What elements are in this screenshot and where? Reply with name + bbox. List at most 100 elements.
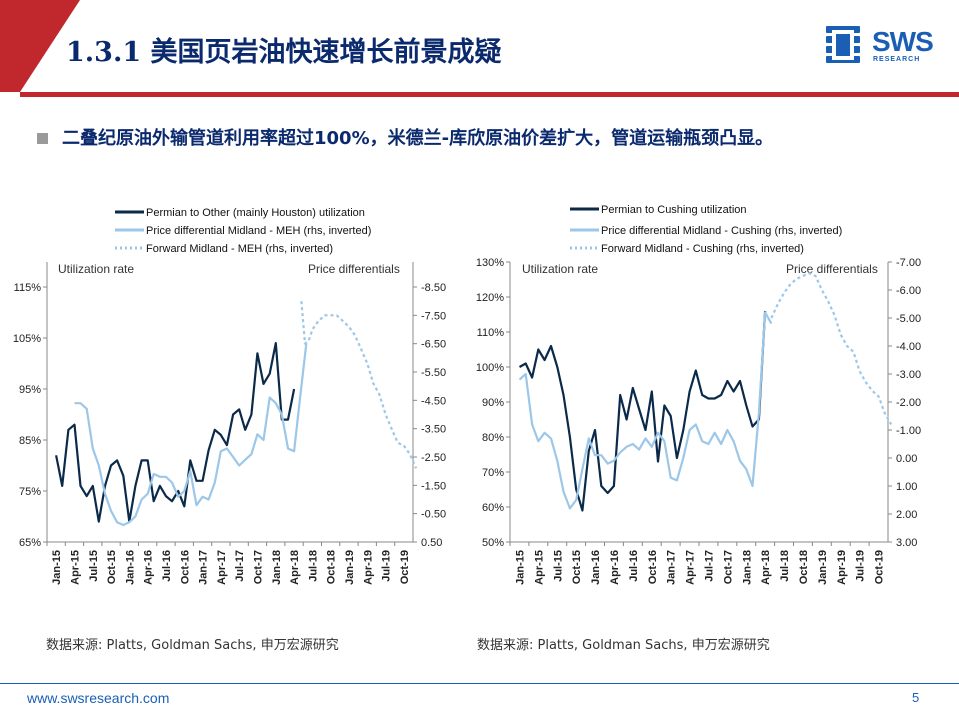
series-line-price-differential bbox=[518, 311, 773, 510]
x-tick-label: Jan-18 bbox=[741, 550, 753, 585]
y-tick-label: 95% bbox=[19, 384, 41, 396]
x-tick-label: Jul-18 bbox=[779, 550, 791, 582]
y2-tick-label: -1.50 bbox=[421, 480, 446, 492]
series-line-utilization bbox=[55, 342, 296, 523]
x-tick-label: Apr-16 bbox=[609, 550, 621, 585]
y2-tick-label: -8.50 bbox=[421, 282, 446, 294]
x-tick-label: Oct-17 bbox=[252, 550, 264, 584]
y2-tick-label: -3.50 bbox=[421, 424, 446, 436]
x-tick-label: Apr-18 bbox=[760, 550, 772, 585]
y2-tick-label: -0.50 bbox=[421, 509, 446, 521]
x-tick-label: Oct-16 bbox=[179, 550, 191, 584]
y2-tick-label: 0.50 bbox=[421, 537, 442, 549]
x-tick-label: Jan-19 bbox=[817, 550, 829, 585]
x-tick-label: Apr-17 bbox=[685, 550, 697, 585]
page-number: 5 bbox=[912, 690, 920, 705]
bullet-square-icon bbox=[37, 133, 48, 144]
right-axis-label: Price differentials bbox=[308, 262, 400, 276]
y-tick-label: 110% bbox=[477, 327, 505, 339]
x-tick-label: Oct-19 bbox=[874, 550, 886, 584]
x-tick-label: Jan-16 bbox=[590, 550, 602, 585]
header-red-rule bbox=[20, 92, 959, 97]
series-line-forward bbox=[770, 272, 893, 425]
legend-label: Forward Midland - Cushing (rhs, inverted… bbox=[601, 243, 804, 255]
x-tick-label: Jan-19 bbox=[344, 550, 356, 585]
y2-tick-label: -7.00 bbox=[896, 257, 921, 269]
y-tick-label: 65% bbox=[19, 537, 41, 549]
x-tick-label: Jul-15 bbox=[88, 550, 100, 582]
x-tick-label: Apr-16 bbox=[143, 550, 155, 585]
footer-url-link[interactable]: www.swsresearch.com bbox=[27, 690, 170, 706]
x-tick-label: Jul-16 bbox=[628, 550, 640, 582]
x-tick-label: Jan-15 bbox=[51, 550, 63, 585]
y2-tick-label: -5.50 bbox=[421, 367, 446, 379]
footer-rule bbox=[0, 683, 959, 684]
y-tick-label: 85% bbox=[19, 435, 41, 447]
x-tick-label: Apr-18 bbox=[289, 550, 301, 585]
left-axis-label: Utilization rate bbox=[58, 262, 134, 276]
series-line-forward bbox=[300, 301, 418, 469]
x-tick-label: Apr-19 bbox=[836, 550, 848, 585]
page-title: 1.3.1 美国页岩油快速增长前景成疑 bbox=[66, 37, 502, 68]
x-tick-label: Jan-18 bbox=[271, 550, 283, 585]
y-tick-label: 130% bbox=[476, 257, 504, 269]
y2-tick-label: -6.00 bbox=[896, 285, 921, 297]
x-tick-label: Oct-17 bbox=[722, 550, 734, 584]
x-tick-label: Jul-18 bbox=[307, 550, 319, 582]
x-tick-label: Jul-19 bbox=[381, 550, 393, 582]
x-tick-label: Jan-16 bbox=[124, 550, 136, 585]
y2-tick-label: -4.00 bbox=[896, 341, 921, 353]
y2-tick-label: -6.50 bbox=[421, 339, 446, 351]
y-tick-label: 70% bbox=[482, 467, 504, 479]
x-tick-label: Jul-16 bbox=[161, 550, 173, 582]
y-tick-label: 75% bbox=[19, 486, 41, 498]
legend-label: Permian to Other (mainly Houston) utiliz… bbox=[146, 207, 365, 219]
y-tick-label: 50% bbox=[482, 537, 504, 549]
y2-tick-label: 1.00 bbox=[896, 481, 917, 493]
x-tick-label: Apr-19 bbox=[362, 550, 374, 585]
x-tick-label: Jul-19 bbox=[855, 550, 867, 582]
chart1-source: 数据来源: Platts, Goldman Sachs, 申万宏源研究 bbox=[46, 638, 339, 653]
x-tick-label: Jan-17 bbox=[666, 550, 678, 585]
y2-tick-label: -3.00 bbox=[896, 369, 921, 381]
x-tick-label: Oct-15 bbox=[106, 550, 118, 584]
x-tick-label: Oct-19 bbox=[399, 550, 411, 584]
y-tick-label: 100% bbox=[476, 362, 504, 374]
x-tick-label: Apr-17 bbox=[216, 550, 228, 585]
y-tick-label: 105% bbox=[13, 333, 41, 345]
x-tick-label: Jan-17 bbox=[198, 550, 210, 585]
y2-tick-label: -7.50 bbox=[421, 310, 446, 322]
y-tick-label: 60% bbox=[482, 502, 504, 514]
series-line-price-differential bbox=[74, 343, 308, 527]
x-tick-label: Oct-15 bbox=[571, 550, 583, 584]
y-tick-label: 120% bbox=[476, 292, 504, 304]
right-axis-label: Price differentials bbox=[786, 262, 878, 276]
sws-logo-icon bbox=[826, 26, 860, 63]
x-tick-label: Apr-15 bbox=[69, 550, 81, 585]
x-tick-label: Jan-15 bbox=[514, 550, 526, 585]
logo-text: SWS bbox=[872, 26, 934, 57]
chart2-source: 数据来源: Platts, Goldman Sachs, 申万宏源研究 bbox=[477, 638, 770, 653]
x-tick-label: Oct-18 bbox=[326, 550, 338, 584]
chart-midland-cushing: Permian to Cushing utilization Price dif… bbox=[476, 204, 921, 585]
y2-tick-label: -2.50 bbox=[421, 452, 446, 464]
x-tick-label: Oct-16 bbox=[647, 550, 659, 584]
legend-label: Price differential Midland - Cushing (rh… bbox=[601, 225, 842, 237]
left-axis-label: Utilization rate bbox=[522, 262, 598, 276]
y2-tick-label: -5.00 bbox=[896, 313, 921, 325]
legend-label: Permian to Cushing utilization bbox=[601, 204, 747, 216]
x-tick-label: Jul-15 bbox=[552, 550, 564, 582]
x-tick-label: Jul-17 bbox=[703, 550, 715, 582]
bullet-text: 二叠纪原油外输管道利用率超过100%，米德兰-库欣原油价差扩大，管道运输瓶颈凸显… bbox=[62, 128, 774, 149]
y-tick-label: 80% bbox=[482, 432, 504, 444]
header-left-red-shape bbox=[0, 0, 80, 92]
logo-subtext: RESEARCH bbox=[873, 56, 921, 63]
y2-tick-label: -1.00 bbox=[896, 425, 921, 437]
chart-midland-meh: Permian to Other (mainly Houston) utiliz… bbox=[13, 207, 446, 585]
legend-label: Forward Midland - MEH (rhs, inverted) bbox=[146, 243, 333, 255]
x-tick-label: Jul-17 bbox=[234, 550, 246, 582]
y-tick-label: 90% bbox=[482, 397, 504, 409]
x-tick-label: Apr-15 bbox=[533, 550, 545, 585]
series-line-utilization bbox=[518, 310, 767, 512]
y2-tick-label: -2.00 bbox=[896, 397, 921, 409]
